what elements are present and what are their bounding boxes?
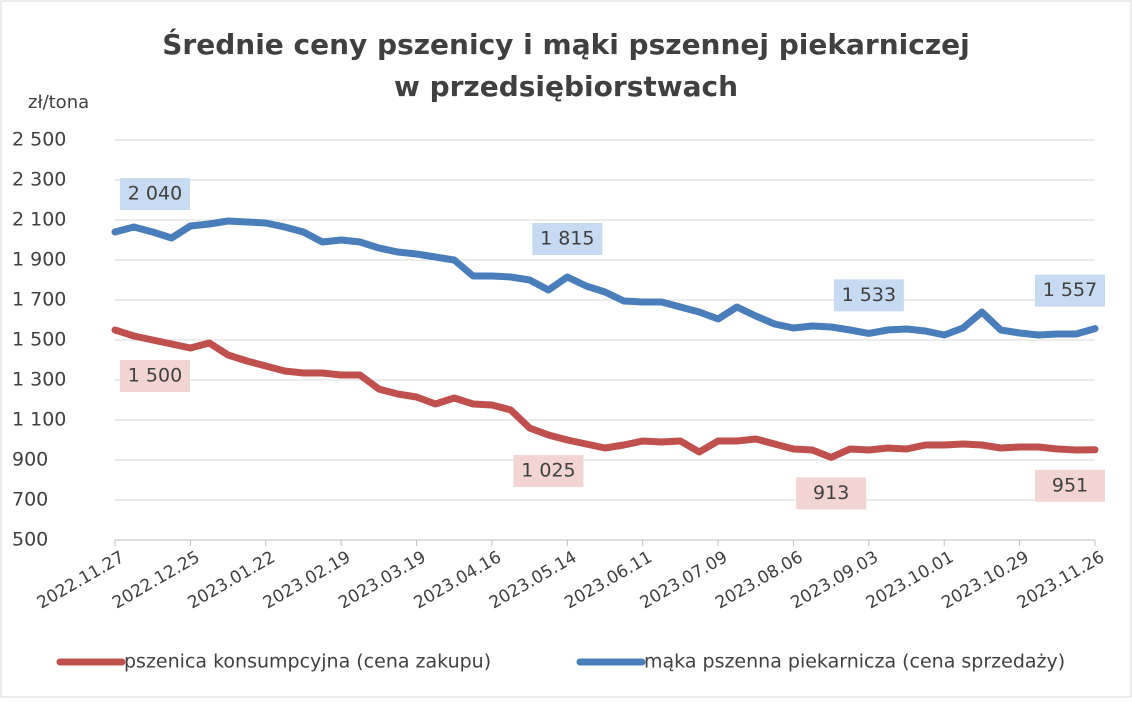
series-line	[111, 326, 1099, 461]
data-label: 951	[1035, 469, 1105, 502]
data-label-bg	[120, 360, 190, 392]
data-label-text: 1 533	[842, 284, 896, 306]
data-label: 1 557	[1035, 274, 1105, 307]
y-tick-label: 1 900	[12, 249, 66, 271]
y-tick-label: 500	[12, 529, 48, 551]
y-tick-label: 1 100	[12, 409, 66, 431]
data-label-bg	[513, 455, 584, 487]
y-tick-label: 1 700	[12, 289, 66, 311]
series-line	[111, 217, 1099, 339]
data-label-text: 1 025	[521, 460, 575, 482]
chart-subtitle: w przedsiębiorstwach	[394, 70, 738, 103]
chart-title: Średnie ceny pszenicy i mąki pszennej pi…	[162, 27, 969, 61]
data-label-text: 1 557	[1043, 279, 1097, 301]
data-label: 913	[796, 477, 867, 510]
legend-label: pszenica konsumpcyjna (cena zakupu)	[124, 651, 491, 673]
data-label-bg	[1035, 469, 1105, 502]
y-tick-label: 1 500	[12, 329, 66, 351]
data-label: 1 500	[120, 360, 190, 392]
data-label-bg	[796, 477, 867, 510]
data-label-bg	[1035, 274, 1105, 307]
y-tick-label: 2 100	[12, 209, 66, 231]
data-label-text: 2 040	[128, 183, 182, 205]
data-label: 1 815	[532, 223, 603, 255]
data-label-text: 913	[813, 482, 849, 504]
data-label: 1 025	[513, 455, 584, 487]
data-label-text: 1 500	[128, 365, 182, 387]
data-label: 1 533	[833, 279, 904, 312]
data-label-text: 951	[1052, 474, 1088, 496]
y-tick-label: 2 300	[12, 169, 66, 191]
data-label-bg	[833, 279, 904, 312]
y-tick-label: 2 500	[12, 129, 66, 151]
y-tick-label: 1 300	[12, 369, 66, 391]
data-label-bg	[120, 178, 190, 210]
data-label: 2 040	[120, 178, 190, 210]
legend-label: mąka pszenna piekarnicza (cena sprzedaży…	[644, 651, 1065, 673]
y-tick-label: 900	[12, 449, 48, 471]
data-label-text: 1 815	[540, 228, 594, 250]
y-axis-label: zł/tona	[28, 92, 89, 113]
data-label-bg	[532, 223, 603, 255]
y-tick-label: 700	[12, 489, 48, 511]
